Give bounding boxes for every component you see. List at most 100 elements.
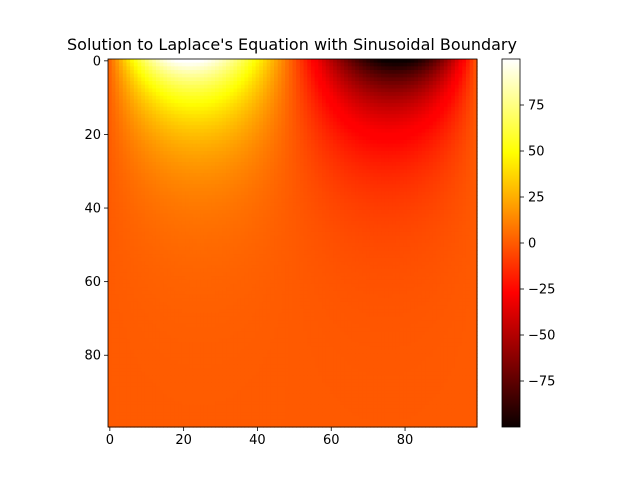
heatmap-cell (200, 165, 205, 170)
heatmap-cell (200, 66, 205, 71)
heatmap-cell (347, 92, 353, 97)
heatmap-cell (192, 151, 198, 156)
heatmap-cell (218, 151, 223, 156)
heatmap-cell (406, 99, 412, 104)
heatmap-cell (167, 184, 172, 189)
heatmap-cell (429, 128, 434, 134)
heatmap-cell (325, 73, 330, 78)
heatmap-cell (299, 209, 305, 215)
heatmap-cell (266, 187, 271, 193)
heatmap-cell (373, 117, 378, 123)
heatmap-cell (469, 99, 474, 104)
heatmap-cell (248, 239, 253, 244)
heatmap-cell (340, 151, 345, 156)
heatmap-cell (288, 103, 294, 108)
heatmap-cell (329, 143, 334, 148)
heatmap-cell (395, 165, 401, 170)
heatmap-cell (392, 180, 397, 185)
heatmap-cell (443, 59, 449, 64)
heatmap-cell (178, 184, 183, 189)
heatmap-cell (325, 103, 330, 108)
heatmap-cell (155, 176, 161, 182)
heatmap-cell (296, 213, 301, 218)
heatmap-cell (347, 154, 353, 159)
heatmap-cell (196, 99, 201, 104)
heatmap-cell (270, 147, 275, 152)
heatmap-cell (310, 136, 316, 141)
heatmap-cell (130, 180, 135, 185)
heatmap-cell (469, 110, 474, 115)
heatmap-cell (119, 151, 124, 156)
heatmap-cell (244, 191, 249, 196)
heatmap-cell (447, 128, 452, 134)
heatmap-cell (119, 231, 124, 237)
heatmap-cell (392, 162, 397, 167)
heatmap-cell (333, 154, 338, 159)
heatmap-cell (340, 187, 345, 193)
heatmap-cell (384, 154, 390, 159)
heatmap-cell (414, 70, 419, 75)
heatmap-cell (244, 136, 249, 141)
heatmap-cell (222, 147, 227, 152)
heatmap-cell (152, 125, 157, 130)
heatmap-cell (292, 132, 297, 137)
heatmap-cell (392, 88, 397, 93)
heatmap-cell (454, 154, 460, 159)
heatmap-cell (362, 121, 367, 126)
heatmap-cell (119, 117, 124, 123)
heatmap-cell (307, 191, 312, 196)
heatmap-cell (189, 158, 194, 163)
heatmap-cell (148, 220, 153, 226)
heatmap-cell (454, 180, 460, 185)
heatmap-cell (174, 81, 179, 86)
heatmap-cell (417, 209, 423, 215)
heatmap-cell (159, 213, 164, 218)
heatmap-cell (377, 158, 382, 163)
heatmap-cell (307, 84, 312, 90)
heatmap-cell (200, 209, 205, 215)
heatmap-cell (395, 180, 401, 185)
heatmap-cell (440, 224, 445, 229)
heatmap-cell (473, 198, 478, 204)
heatmap-cell (414, 195, 419, 200)
heatmap-cell (292, 128, 297, 134)
heatmap-cell (207, 77, 212, 82)
heatmap-cell (432, 70, 438, 75)
heatmap-cell (122, 239, 128, 244)
heatmap-cell (170, 136, 176, 141)
heatmap-cell (303, 173, 308, 178)
heatmap-cell (351, 121, 356, 126)
heatmap-cell (377, 195, 382, 200)
heatmap-cell (303, 103, 308, 108)
heatmap-cell (237, 151, 242, 156)
heatmap-cell (281, 206, 286, 211)
heatmap-cell (347, 224, 353, 229)
heatmap-cell (425, 195, 430, 200)
heatmap-cell (266, 198, 271, 204)
heatmap-cell (381, 88, 386, 93)
heatmap-cell (377, 224, 382, 229)
heatmap-cell (425, 220, 430, 226)
heatmap-cell (299, 224, 305, 229)
heatmap-cell (333, 59, 338, 64)
heatmap-cell (222, 158, 227, 163)
heatmap-cell (196, 151, 201, 156)
heatmap-cell (432, 73, 438, 78)
heatmap-cell (406, 180, 412, 185)
heatmap-cell (163, 132, 168, 137)
heatmap-cell (126, 158, 131, 163)
heatmap-cell (181, 213, 187, 218)
heatmap-cell (414, 191, 419, 196)
heatmap-cell (167, 209, 172, 215)
heatmap-cell (465, 88, 471, 93)
heatmap-cell (119, 103, 124, 108)
heatmap-cell (362, 239, 367, 244)
heatmap-cell (325, 88, 330, 93)
heatmap-cell (432, 217, 438, 222)
heatmap-cell (443, 165, 449, 170)
heatmap-cell (303, 117, 308, 123)
heatmap-cell (137, 88, 142, 93)
heatmap-cell (388, 173, 393, 178)
heatmap-cell (207, 239, 212, 244)
heatmap-cell (314, 220, 319, 226)
